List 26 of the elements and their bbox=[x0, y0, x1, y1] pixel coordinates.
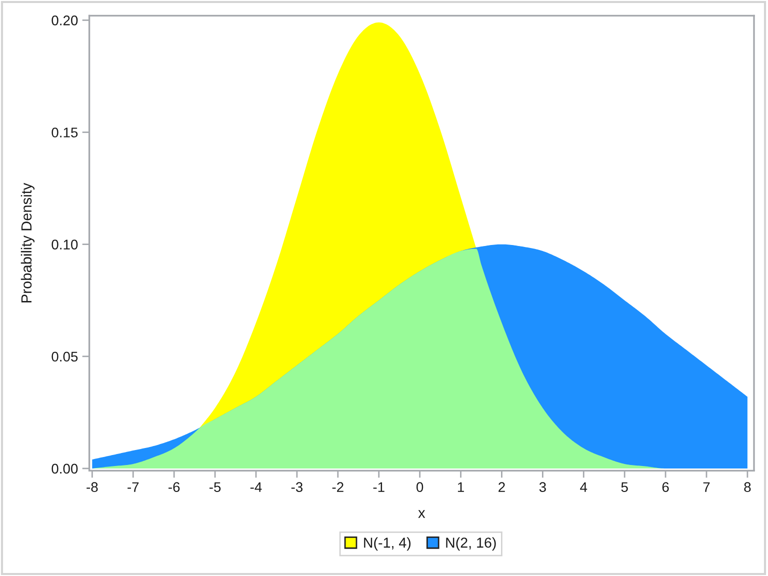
x-tick-label: 1 bbox=[458, 482, 464, 492]
x-tick-label: -4 bbox=[250, 482, 262, 492]
x-tick-label: 6 bbox=[662, 482, 669, 492]
x-tick-label: -3 bbox=[291, 482, 303, 492]
y-tick-label: 0.15 bbox=[52, 128, 78, 138]
x-tick-label: 7 bbox=[703, 482, 710, 492]
x-tick-label: -7 bbox=[128, 482, 139, 492]
x-tick-label: -5 bbox=[209, 482, 221, 492]
x-tick-label: 4 bbox=[580, 482, 588, 492]
x-tick-label: 2 bbox=[498, 482, 505, 492]
x-tick-label: -8 bbox=[86, 482, 98, 492]
y-tick-label: 0.00 bbox=[52, 464, 78, 474]
y-tick-label: 0.20 bbox=[52, 16, 78, 26]
y-tick-label: 0.05 bbox=[52, 352, 78, 362]
legend-label: N(-1, 4) bbox=[364, 537, 411, 551]
x-tick-label: 0 bbox=[416, 482, 424, 492]
x-axis-title: x bbox=[418, 510, 426, 518]
x-tick-label: 8 bbox=[744, 482, 751, 492]
x-tick-label: -2 bbox=[332, 482, 344, 492]
y-tick-label: 0.10 bbox=[52, 240, 78, 250]
x-tick-label: 5 bbox=[621, 482, 628, 492]
x-tick-label: 3 bbox=[539, 482, 546, 492]
x-tick-label: -1 bbox=[373, 482, 384, 492]
x-tick-label: -6 bbox=[168, 482, 180, 492]
y-axis-title: Probability Density bbox=[20, 182, 34, 302]
legend-label: N(2, 16) bbox=[446, 537, 496, 551]
